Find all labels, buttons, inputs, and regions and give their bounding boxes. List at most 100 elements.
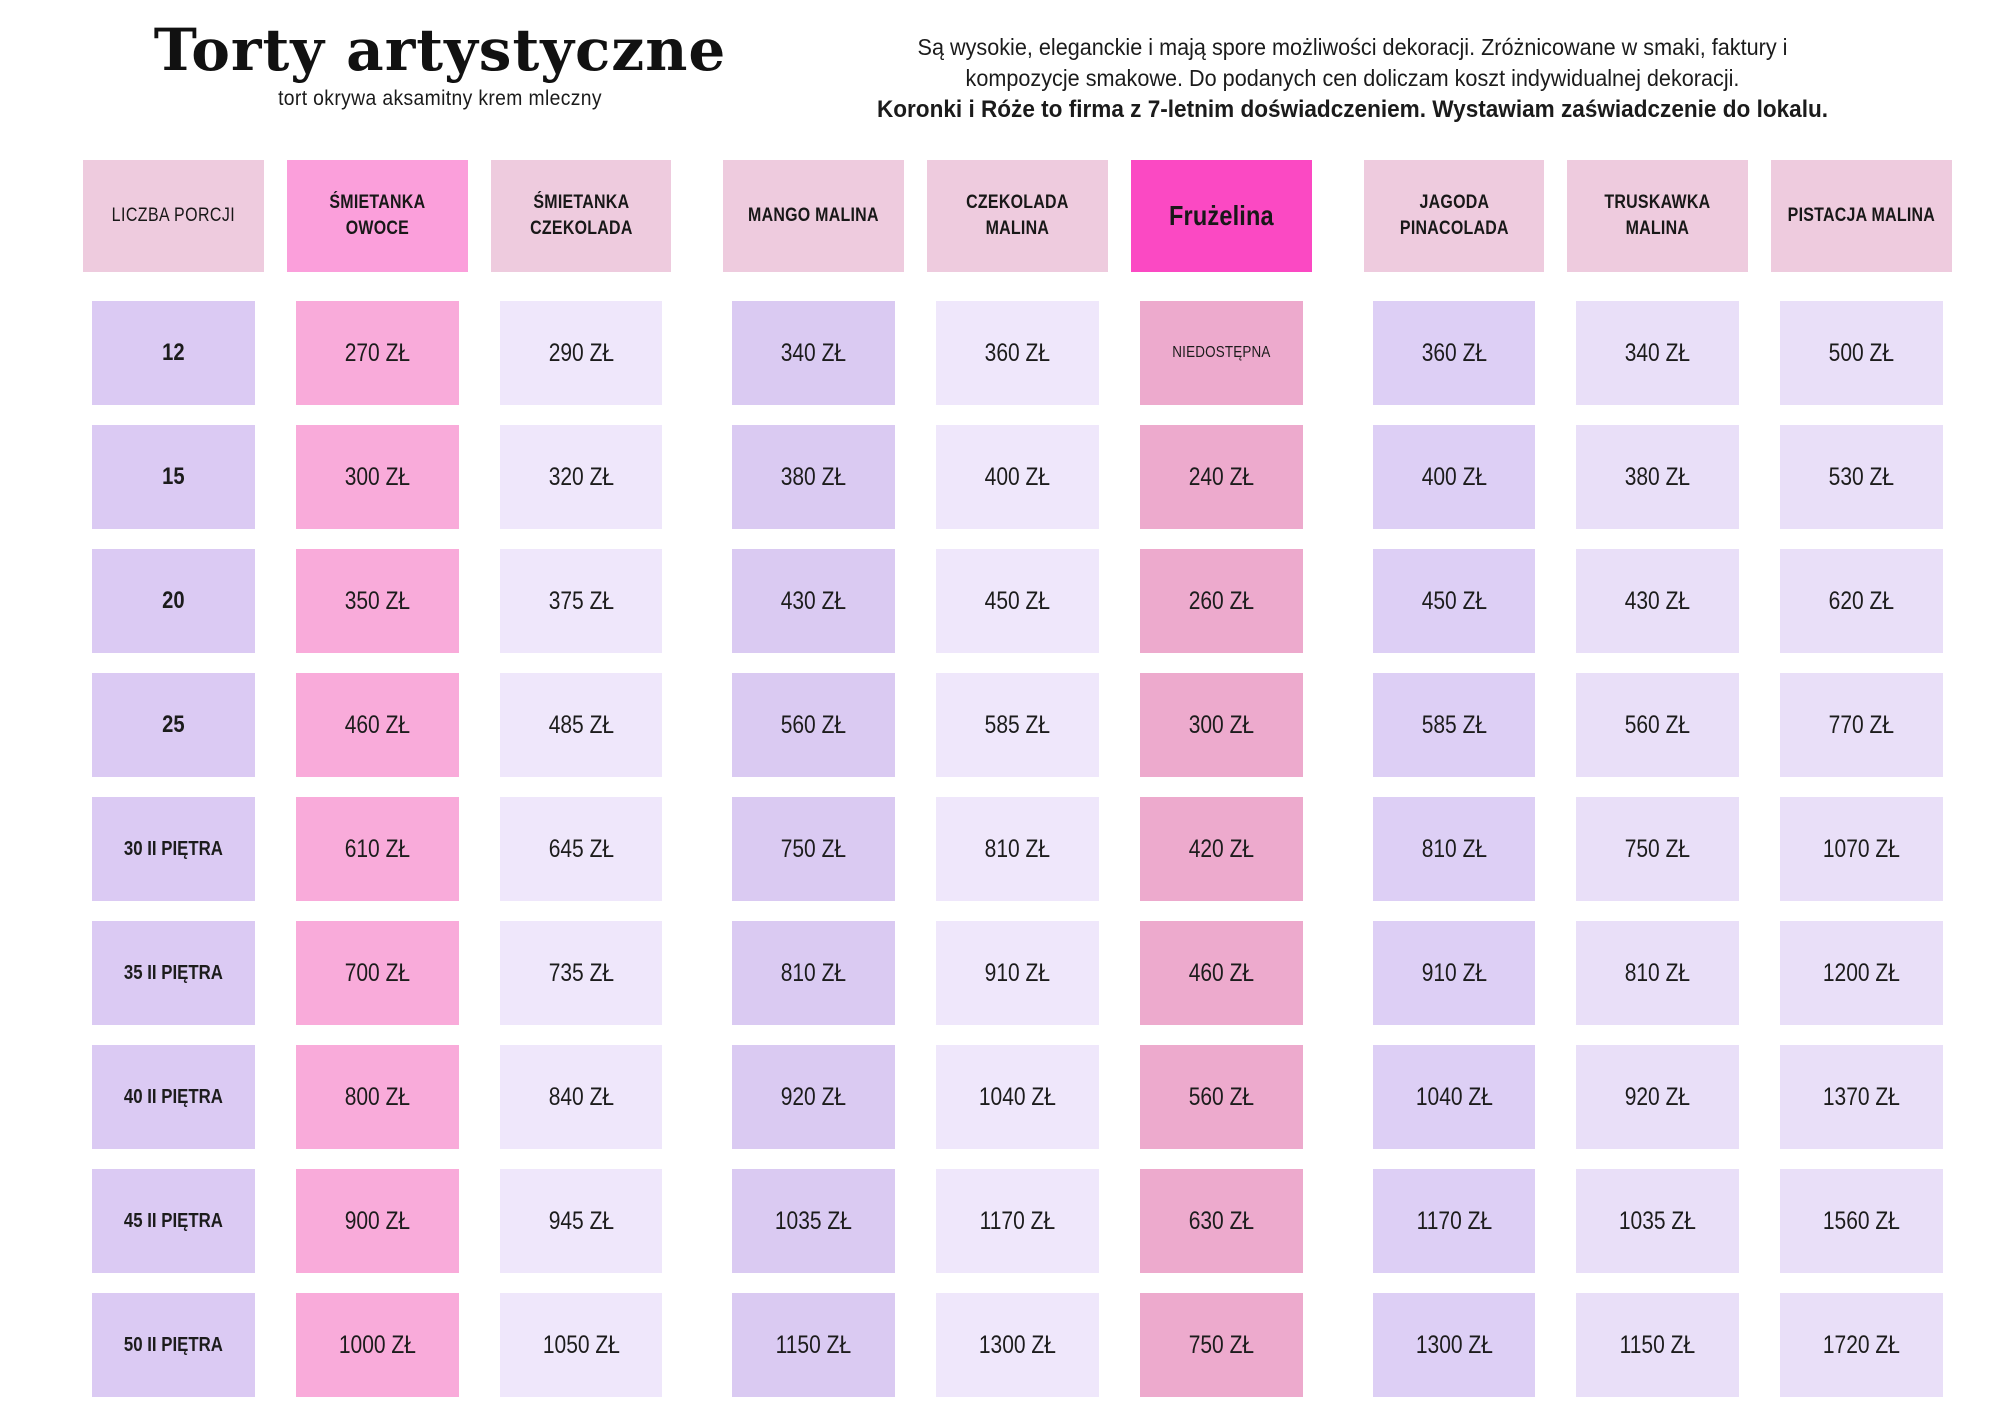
column-group-gap [1335, 921, 1341, 1025]
price-text: 450 ZŁ [984, 586, 1051, 615]
column-group-gap [1335, 549, 1341, 653]
page-header: Torty artystyczne tort okrywa aksamitny … [0, 0, 2000, 160]
price-cell: 1040 ZŁ [936, 1045, 1099, 1149]
price-text: 1070 ZŁ [1823, 834, 1901, 863]
price-text: 485 ZŁ [548, 710, 614, 739]
price-cell: 1150 ZŁ [732, 1293, 896, 1397]
price-cell: 645 ZŁ [499, 797, 663, 901]
price-cell: 400 ZŁ [936, 425, 1099, 529]
column-header-fru-elina: Frużelina [1130, 160, 1312, 272]
price-cell: 360 ZŁ [936, 301, 1099, 405]
row-label-cell: 45 II PIĘTRA [92, 1169, 255, 1273]
price-text: 380 ZŁ [781, 462, 847, 491]
price-cell: 350 ZŁ [295, 549, 459, 653]
row-label-text: 25 [162, 711, 185, 738]
price-cell: 840 ZŁ [499, 1045, 663, 1149]
column-group-gap [694, 1293, 700, 1397]
row-label-text: 45 II PIĘTRA [123, 1209, 223, 1232]
row-label-text: 12 [162, 339, 185, 366]
column-header-pistacja-malina: PISTACJA MALINA [1771, 160, 1952, 272]
price-cell: 610 ZŁ [295, 797, 459, 901]
column-header-label: TRUSKAWKA MALINA [1604, 192, 1711, 239]
price-text: 1050 ZŁ [542, 1330, 620, 1359]
price-text: 1720 ZŁ [1823, 1330, 1901, 1359]
price-text: 750 ZŁ [781, 834, 847, 863]
price-text: 560 ZŁ [1188, 1082, 1254, 1111]
price-text: 300 ZŁ [344, 462, 410, 491]
price-cell: 240 ZŁ [1139, 425, 1303, 529]
price-cell: 1040 ZŁ [1372, 1045, 1536, 1149]
price-cell: 700 ZŁ [295, 921, 459, 1025]
column-group-gap [1335, 425, 1341, 529]
price-text: 1370 ZŁ [1823, 1082, 1901, 1111]
column-header-label: JAGODA PINACOLADA [1399, 192, 1509, 239]
column-header-liczba-porcji: LICZBA PORCJI [83, 160, 264, 272]
column-group-gap [1335, 1169, 1341, 1273]
column-header-label: LICZBA PORCJI [111, 205, 236, 227]
price-text: 1560 ZŁ [1823, 1206, 1901, 1235]
price-text: 645 ZŁ [548, 834, 614, 863]
price-cell: 945 ZŁ [499, 1169, 663, 1273]
column-header-truskawka-malina: TRUSKAWKA MALINA [1567, 160, 1749, 272]
column-header-label: CZEKOLADA MALINA [966, 192, 1069, 239]
column-group-gap [1335, 160, 1341, 281]
price-text: 910 ZŁ [984, 958, 1051, 987]
price-text: 700 ZŁ [344, 958, 410, 987]
row-label-cell: 15 [92, 425, 255, 529]
price-cell: 810 ZŁ [732, 921, 896, 1025]
price-text: 750 ZŁ [1625, 834, 1691, 863]
column-group-gap [694, 1169, 700, 1273]
price-cell: 360 ZŁ [1372, 301, 1536, 405]
price-cell: 460 ZŁ [1139, 921, 1303, 1025]
price-cell: 620 ZŁ [1780, 549, 1943, 653]
price-text: 350 ZŁ [344, 586, 410, 615]
row-label-cell: 30 II PIĘTRA [92, 797, 255, 901]
price-cell: 920 ZŁ [732, 1045, 896, 1149]
price-cell: 340 ZŁ [1576, 301, 1740, 405]
column-group-gap [1335, 673, 1341, 777]
price-cell: 750 ZŁ [732, 797, 896, 901]
price-text: 910 ZŁ [1421, 958, 1487, 987]
column-group-gap [694, 921, 700, 1025]
price-text: 770 ZŁ [1828, 710, 1895, 739]
price-text: 320 ZŁ [548, 462, 614, 491]
row-label-text: 35 II PIĘTRA [123, 961, 223, 984]
price-table: LICZBA PORCJI ŚMIETANKA OWOCE ŚMIETANKA CZ… [0, 160, 2000, 1397]
column-header-label: MANGO MALINA [748, 205, 880, 227]
price-cell: 585 ZŁ [936, 673, 1099, 777]
price-cell: 500 ZŁ [1780, 301, 1943, 405]
price-cell: 450 ZŁ [936, 549, 1099, 653]
column-group-gap [1335, 1293, 1341, 1397]
price-text: 1300 ZŁ [1415, 1330, 1493, 1359]
price-text: 400 ZŁ [984, 462, 1051, 491]
column-group-gap [694, 1045, 700, 1149]
price-cell: 290 ZŁ [499, 301, 663, 405]
column-header-mietanka-czekolada: ŚMIETANKA CZEKOLADA [490, 160, 672, 272]
column-header-label: ŚMIETANKA CZEKOLADA [529, 192, 633, 239]
price-cell: 270 ZŁ [295, 301, 459, 405]
price-cell: 630 ZŁ [1139, 1169, 1303, 1273]
price-text: 920 ZŁ [781, 1082, 847, 1111]
price-text: 920 ZŁ [1625, 1082, 1691, 1111]
price-cell: 1200 ZŁ [1780, 921, 1943, 1025]
price-cell: 1170 ZŁ [1372, 1169, 1536, 1273]
brand-block: Torty artystyczne tort okrywa aksamitny … [120, 14, 760, 111]
row-label-text: 20 [162, 587, 185, 614]
price-text: 530 ZŁ [1828, 462, 1895, 491]
price-cell: 1300 ZŁ [1372, 1293, 1536, 1397]
column-header-label: Frużelina [1168, 200, 1274, 232]
price-text: 360 ZŁ [984, 338, 1051, 367]
price-text: 380 ZŁ [1625, 462, 1691, 491]
price-text: 460 ZŁ [1188, 958, 1254, 987]
column-group-gap [1335, 301, 1341, 405]
price-cell: 1035 ZŁ [1576, 1169, 1740, 1273]
price-cell: 1370 ZŁ [1780, 1045, 1943, 1149]
price-text: 260 ZŁ [1188, 586, 1254, 615]
price-cell: 1000 ZŁ [295, 1293, 459, 1397]
price-cell: 585 ZŁ [1372, 673, 1536, 777]
price-text: 630 ZŁ [1188, 1206, 1254, 1235]
page-title: Torty artystyczne [153, 16, 727, 84]
price-cell: 420 ZŁ [1139, 797, 1303, 901]
price-cell: 1560 ZŁ [1780, 1169, 1943, 1273]
price-text: 620 ZŁ [1828, 586, 1895, 615]
